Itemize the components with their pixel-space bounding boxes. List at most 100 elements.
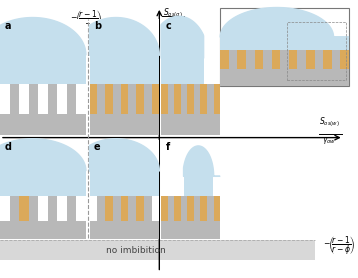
Bar — [90, 171, 159, 196]
Polygon shape — [90, 139, 159, 171]
Bar — [161, 114, 220, 135]
Bar — [194, 84, 200, 114]
Bar — [220, 37, 349, 49]
Bar — [263, 49, 272, 69]
Text: $\gamma_{ow}$: $\gamma_{ow}$ — [322, 135, 337, 146]
Bar — [136, 84, 144, 114]
Bar — [0, 171, 86, 196]
Bar — [19, 196, 29, 221]
Polygon shape — [0, 18, 86, 55]
Bar — [161, 39, 204, 84]
Bar — [105, 196, 113, 221]
Bar — [161, 19, 220, 135]
Text: e: e — [94, 142, 101, 152]
Polygon shape — [161, 16, 204, 58]
Bar — [10, 196, 19, 221]
Text: d: d — [4, 142, 11, 152]
Bar — [90, 140, 159, 239]
Bar — [97, 196, 105, 221]
Bar — [0, 240, 315, 260]
Bar — [29, 84, 38, 114]
Bar — [0, 140, 86, 239]
Bar — [90, 84, 97, 114]
Bar — [207, 84, 214, 114]
Text: $S_{os(w)}$: $S_{os(w)}$ — [319, 115, 340, 129]
Bar — [29, 196, 38, 221]
Bar — [187, 84, 194, 114]
Bar — [237, 49, 246, 69]
Bar — [200, 196, 207, 221]
Bar — [229, 49, 237, 69]
Text: $\gamma_{oa}$: $\gamma_{oa}$ — [165, 17, 178, 28]
Bar — [181, 84, 187, 114]
Bar — [289, 49, 297, 69]
Bar — [161, 84, 168, 114]
Bar — [187, 196, 194, 221]
Bar — [144, 84, 151, 114]
Bar — [246, 49, 255, 69]
Bar — [144, 196, 151, 221]
Bar — [272, 49, 280, 69]
Bar — [287, 22, 347, 80]
Bar — [161, 221, 220, 239]
Bar — [315, 49, 323, 69]
Bar — [121, 196, 128, 221]
Polygon shape — [220, 8, 349, 37]
Bar — [0, 114, 86, 135]
Bar — [181, 196, 187, 221]
Polygon shape — [0, 139, 86, 171]
Bar — [184, 176, 213, 196]
Text: $-\!\left(\!\dfrac{r-1}{r-\phi}\!\right)$: $-\!\left(\!\dfrac{r-1}{r-\phi}\!\right)… — [323, 235, 354, 257]
Bar — [200, 84, 207, 114]
Bar — [194, 196, 200, 221]
Text: no imbibition: no imbibition — [106, 246, 166, 255]
Bar — [161, 140, 220, 239]
Bar — [67, 196, 76, 221]
Bar — [10, 84, 19, 114]
Bar — [207, 196, 214, 221]
Bar — [105, 84, 113, 114]
Bar — [161, 196, 168, 221]
Bar — [220, 69, 349, 86]
Bar — [128, 84, 136, 114]
Bar — [255, 49, 263, 69]
Text: $-\!\left(\!\dfrac{r-1}{r-\phi}\!\right)$: $-\!\left(\!\dfrac{r-1}{r-\phi}\!\right)… — [70, 8, 102, 31]
Bar — [280, 49, 289, 69]
Text: f: f — [165, 142, 170, 152]
Bar — [340, 49, 349, 69]
Text: a: a — [4, 21, 11, 31]
Bar — [323, 49, 332, 69]
Bar — [174, 84, 181, 114]
Bar — [90, 19, 159, 135]
Bar — [90, 221, 159, 239]
Bar — [48, 84, 57, 114]
Bar — [297, 49, 306, 69]
Bar — [214, 84, 220, 114]
Bar — [90, 55, 159, 84]
Bar — [168, 196, 174, 221]
Bar — [90, 114, 159, 135]
Bar — [67, 84, 76, 114]
Polygon shape — [184, 146, 220, 176]
Bar — [97, 84, 105, 114]
Text: c: c — [165, 21, 171, 31]
Bar — [332, 49, 340, 69]
Bar — [168, 84, 174, 114]
Bar — [0, 221, 86, 239]
Text: 0: 0 — [164, 145, 169, 153]
Text: $S_{os(g)}$: $S_{os(g)}$ — [163, 7, 183, 20]
Bar — [151, 84, 159, 114]
Bar — [214, 196, 220, 221]
Bar — [113, 196, 121, 221]
Bar — [48, 196, 57, 221]
Bar — [121, 84, 128, 114]
Bar — [136, 196, 144, 221]
Bar — [128, 196, 136, 221]
Bar — [0, 55, 86, 84]
Bar — [306, 49, 315, 69]
Text: b: b — [94, 21, 101, 31]
Bar — [0, 19, 86, 135]
Bar — [174, 196, 181, 221]
Bar — [220, 8, 349, 86]
Bar — [220, 49, 229, 69]
